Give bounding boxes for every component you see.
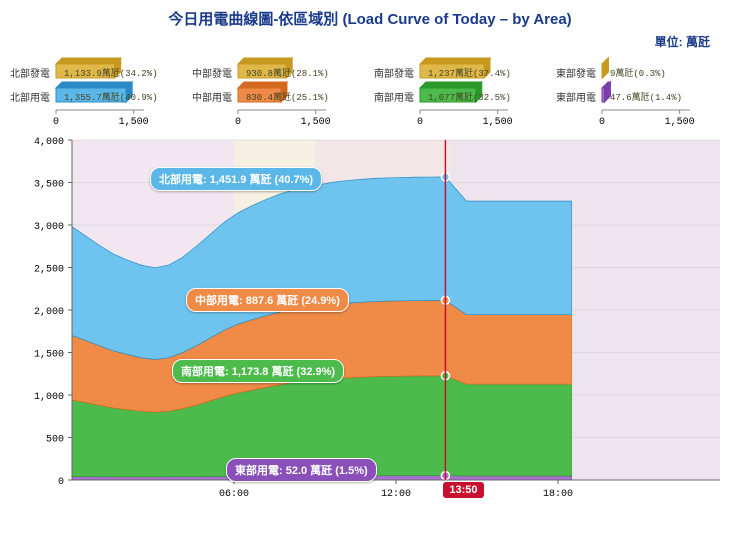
bar-group-1: 0 1,500 中部發電 930.8萬瓩(28.1%) 中部用電 830.4萬瓩(25.1… bbox=[192, 52, 368, 128]
bar-right-label: 9萬瓩(0.3%) bbox=[610, 66, 666, 79]
bar-right-label: 1,355.7萬瓩(40.9%) bbox=[64, 90, 158, 103]
svg-text:0: 0 bbox=[58, 477, 64, 488]
svg-text:2,000: 2,000 bbox=[34, 307, 64, 318]
bar-left-label: 北部用電 bbox=[10, 89, 50, 104]
svg-text:12:00: 12:00 bbox=[381, 489, 411, 500]
bar-right-label: 930.8萬瓩(28.1%) bbox=[246, 66, 329, 79]
bar-left-label: 東部用電 bbox=[556, 89, 596, 104]
svg-text:1,500: 1,500 bbox=[119, 117, 149, 128]
svg-text:500: 500 bbox=[46, 435, 64, 446]
svg-text:1,500: 1,500 bbox=[301, 117, 331, 128]
bar-left-label: 東部發電 bbox=[556, 65, 596, 80]
svg-text:3,000: 3,000 bbox=[34, 222, 64, 233]
svg-text:1,500: 1,500 bbox=[483, 117, 513, 128]
bar-right-label: 1,237萬瓩(37.4%) bbox=[428, 66, 511, 79]
svg-text:0: 0 bbox=[417, 117, 423, 128]
svg-text:18:00: 18:00 bbox=[543, 489, 573, 500]
unit-label: 單位: 萬瓩 bbox=[10, 33, 730, 50]
tooltip-0: 北部用電: 1,451.9 萬瓩 (40.7%) bbox=[150, 167, 322, 191]
bar-left-label: 北部發電 bbox=[10, 65, 50, 80]
bar-right-label: 830.4萬瓩(25.1%) bbox=[246, 90, 329, 103]
main-chart: 0 500 1,000 1,500 2,000 2,500 3,000 3,500 4,000 0… bbox=[10, 134, 730, 519]
chart-title: 今日用電曲線圖-依區域別 (Load Curve of Today – by A… bbox=[10, 8, 730, 29]
cursor-time-badge: 13:50 bbox=[443, 482, 483, 498]
bar-left-label: 南部用電 bbox=[374, 89, 414, 104]
svg-text:06:00: 06:00 bbox=[219, 489, 249, 500]
svg-text:1,000: 1,000 bbox=[34, 392, 64, 403]
svg-text:2,500: 2,500 bbox=[34, 265, 64, 276]
bar-right-label: 47.6萬瓩(1.4%) bbox=[610, 90, 682, 103]
summary-bars-row: 0 1,500 北部發電 1,133.9萬瓩(34.2%) 北部用電 1,355.7萬瓩(… bbox=[10, 52, 730, 128]
svg-text:3,500: 3,500 bbox=[34, 180, 64, 191]
svg-text:0: 0 bbox=[235, 117, 241, 128]
svg-text:0: 0 bbox=[53, 117, 59, 128]
svg-text:1,500: 1,500 bbox=[665, 117, 695, 128]
bar-left-label: 中部用電 bbox=[192, 89, 232, 104]
bar-right-label: 1,077萬瓩(32.5%) bbox=[428, 90, 511, 103]
bar-left-label: 南部發電 bbox=[374, 65, 414, 80]
svg-text:1,500: 1,500 bbox=[34, 350, 64, 361]
bar-group-3: 0 1,500 東部發電 9萬瓩(0.3%) 東部用電 47.6萬瓩(1.4%) bbox=[556, 52, 732, 128]
bar-right-label: 1,133.9萬瓩(34.2%) bbox=[64, 66, 158, 79]
tooltip-3: 東部用電: 52.0 萬瓩 (1.5%) bbox=[226, 458, 377, 482]
tooltip-1: 中部用電: 887.6 萬瓩 (24.9%) bbox=[186, 288, 349, 312]
bar-group-0: 0 1,500 北部發電 1,133.9萬瓩(34.2%) 北部用電 1,355.7萬瓩(… bbox=[10, 52, 186, 128]
svg-text:0: 0 bbox=[599, 117, 605, 128]
bar-left-label: 中部發電 bbox=[192, 65, 232, 80]
tooltip-2: 南部用電: 1,173.8 萬瓩 (32.9%) bbox=[172, 359, 344, 383]
bar-group-2: 0 1,500 南部發電 1,237萬瓩(37.4%) 南部用電 1,077萬瓩(32.5… bbox=[374, 52, 550, 128]
svg-text:4,000: 4,000 bbox=[34, 137, 64, 148]
